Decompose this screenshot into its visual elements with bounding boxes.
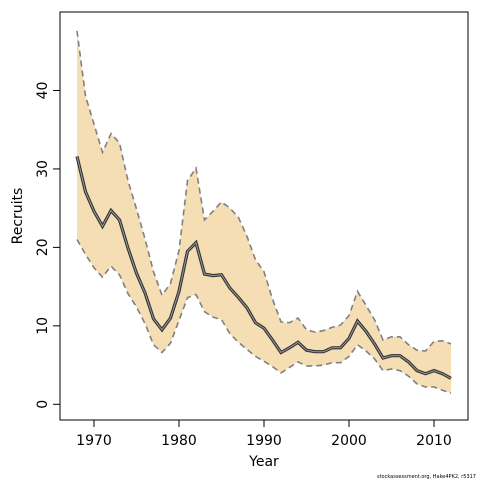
y-axis: 0 10 20 30 40 <box>35 82 61 409</box>
y-axis-title: Recruits <box>10 188 26 245</box>
series-line-layer <box>75 30 452 395</box>
y-tick-label-0: 0 <box>35 400 51 409</box>
x-tick-label-2010: 2010 <box>416 433 452 449</box>
credit-text: stockassessment.org, Hake4PK2, r5317 <box>377 474 476 480</box>
y-tick-label-40: 40 <box>35 82 51 100</box>
upper-bound-line <box>76 30 452 352</box>
x-tick-label-1970: 1970 <box>76 433 112 449</box>
x-tick-label-1980: 1980 <box>161 433 197 449</box>
y-tick-label-30: 30 <box>35 160 51 178</box>
x-axis-title: Year <box>248 454 279 470</box>
x-tick-label-1990: 1990 <box>246 433 282 449</box>
estimate-line <box>76 156 452 379</box>
x-axis: 1970 1980 1990 2000 2010 <box>76 419 452 449</box>
x-tick-label-2000: 2000 <box>331 433 367 449</box>
confidence-band <box>77 30 451 394</box>
y-tick-label-20: 20 <box>35 238 51 256</box>
confidence-band-layer <box>77 30 451 394</box>
lower-bound-line <box>76 239 452 395</box>
y-tick-label-10: 10 <box>35 317 51 335</box>
